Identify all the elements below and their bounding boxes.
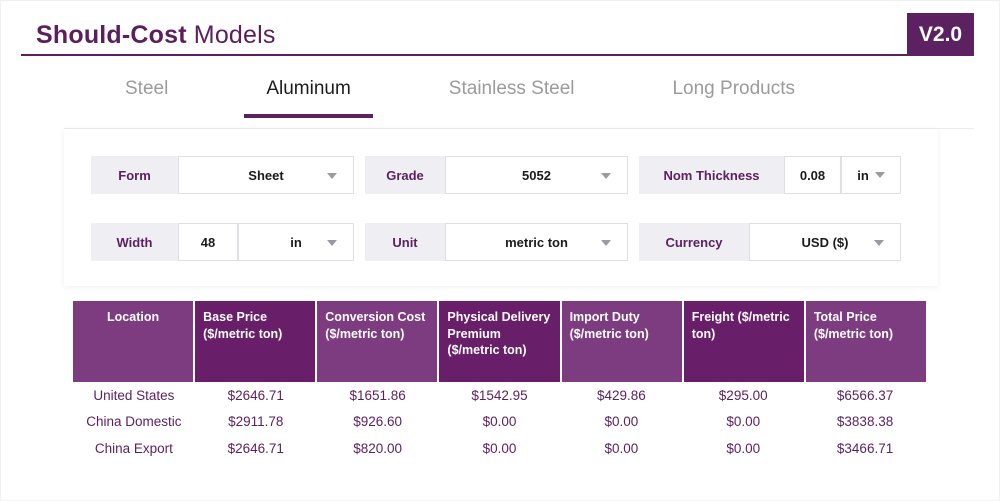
width-unit-select[interactable]: in: [238, 223, 354, 261]
cell-total-price: $3466.71: [836, 440, 894, 456]
form-select[interactable]: Sheet: [178, 156, 354, 194]
cell-base-price: $2911.78: [228, 414, 284, 430]
cell-import-duty: $0.00: [604, 440, 639, 456]
pricing-table: Location Base Price ($/metric ton) Conve…: [73, 301, 926, 462]
nom-thickness-input-box: [784, 156, 841, 194]
tab-long-products[interactable]: Long Products: [672, 78, 796, 99]
tab-bar: Steel Aluminum Stainless Steel Long Prod…: [103, 57, 999, 121]
cell-location: China Domestic: [86, 414, 182, 430]
nom-thickness-filter-group: Nom Thickness in: [639, 156, 901, 194]
form-filter-group: Form Sheet: [91, 156, 354, 194]
cell-total-price: $3838.38: [836, 414, 894, 430]
cell-conversion-cost: $820.00: [353, 440, 403, 456]
page-title: Should-Cost Models: [36, 21, 276, 50]
title-underline: [21, 54, 974, 56]
table-row-china-domestic: China Domestic $2911.78 $926.60 $0.00 $0…: [73, 409, 926, 436]
filters-row-2: Width in Unit metric ton Currency: [64, 223, 938, 261]
width-label: Width: [116, 234, 153, 250]
version-badge: V2.0: [907, 13, 974, 56]
filters-row-1: Form Sheet Grade 5052 Nom Thickness: [64, 156, 938, 194]
currency-select[interactable]: USD ($): [749, 223, 901, 261]
cell-import-duty: $429.86: [596, 387, 646, 403]
chevron-down-icon: [327, 240, 337, 246]
tab-bar-divider: [64, 128, 974, 129]
form-label: Form: [118, 167, 151, 183]
column-header-physical-delivery-premium: Physical Delivery Premium ($/metric ton): [439, 301, 560, 382]
nom-thickness-input[interactable]: [785, 156, 840, 194]
filters-panel: Form Sheet Grade 5052 Nom Thickness: [64, 129, 938, 286]
cell-base-price: $2646.71: [227, 387, 284, 403]
tab-stainless-steel[interactable]: Stainless Steel: [448, 78, 575, 99]
currency-label: Currency: [665, 234, 723, 250]
cell-freight: $0.00: [726, 414, 761, 430]
page-title-bold: Should-Cost: [36, 21, 187, 49]
cell-physical-delivery-premium: $1542.95: [471, 387, 528, 403]
cell-conversion-cost: $1651.86: [349, 387, 406, 403]
currency-select-value: USD ($): [801, 234, 849, 250]
width-input-box: [178, 223, 238, 261]
grade-select-value: 5052: [522, 167, 551, 183]
nom-thickness-unit-select[interactable]: in: [841, 156, 901, 194]
unit-select[interactable]: metric ton: [445, 223, 628, 261]
chevron-down-icon: [874, 172, 885, 178]
cell-conversion-cost: $926.60: [353, 414, 403, 430]
page-title-regular: Models: [193, 21, 276, 49]
width-unit-value: in: [290, 234, 302, 250]
grade-label: Grade: [386, 167, 424, 183]
column-header-import-duty: Import Duty ($/metric ton): [561, 301, 682, 382]
cell-freight: $0.00: [726, 440, 761, 456]
chevron-down-icon: [601, 173, 611, 179]
chevron-down-icon: [874, 240, 884, 246]
cell-base-price: $2646.71: [227, 440, 284, 456]
width-input[interactable]: [179, 223, 237, 261]
page-header: Should-Cost Models V2.0: [1, 1, 999, 57]
form-select-value: Sheet: [248, 167, 284, 183]
column-header-freight: Freight ($/metric ton): [683, 301, 804, 382]
column-header-base-price: Base Price ($/metric ton): [195, 301, 316, 382]
cell-freight: $295.00: [718, 387, 768, 403]
tab-aluminum[interactable]: Aluminum: [244, 57, 374, 121]
pricing-table-header: Location Base Price ($/metric ton) Conve…: [73, 301, 926, 382]
grade-select[interactable]: 5052: [445, 156, 628, 194]
cell-total-price: $6566.37: [836, 387, 894, 403]
column-header-conversion-cost: Conversion Cost ($/metric ton): [317, 301, 438, 382]
nom-thickness-unit-value: in: [857, 167, 869, 183]
nom-thickness-label: Nom Thickness: [663, 167, 760, 183]
cell-physical-delivery-premium: $0.00: [482, 414, 517, 430]
chevron-down-icon: [327, 173, 337, 179]
cell-import-duty: $0.00: [604, 414, 639, 430]
tab-steel[interactable]: Steel: [125, 78, 169, 99]
table-row-united-states: United States $2646.71 $1651.86 $1542.95…: [73, 382, 926, 409]
table-row-china-export: China Export $2646.71 $820.00 $0.00 $0.0…: [73, 435, 926, 462]
cell-location: United States: [93, 387, 175, 403]
unit-label: Unit: [392, 234, 418, 250]
chevron-down-icon: [601, 240, 611, 246]
column-header-location: Location: [73, 301, 194, 382]
column-header-total-price: Total Price ($/metric ton): [805, 301, 926, 382]
grade-filter-group: Grade 5052: [365, 156, 628, 194]
cell-location: China Export: [94, 440, 173, 456]
width-filter-group: Width in: [91, 223, 354, 261]
unit-select-value: metric ton: [505, 234, 568, 250]
unit-filter-group: Unit metric ton: [365, 223, 628, 261]
cell-physical-delivery-premium: $0.00: [482, 440, 517, 456]
currency-filter-group: Currency USD ($): [639, 223, 901, 261]
